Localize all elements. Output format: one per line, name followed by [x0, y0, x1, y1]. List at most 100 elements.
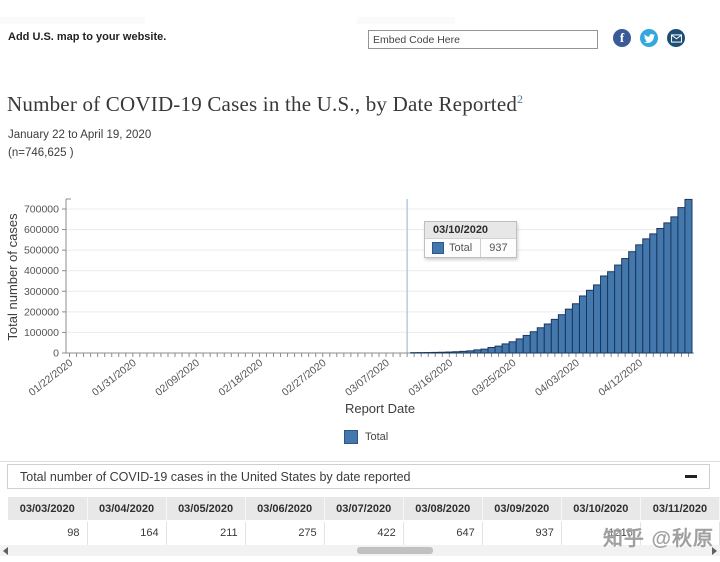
table-value-cell: 422	[324, 521, 404, 545]
bar[interactable]	[459, 350, 468, 354]
bar[interactable]	[628, 251, 637, 354]
table-header-cell: 03/08/2020	[403, 497, 483, 522]
x-tick-label: 03/07/2020	[343, 357, 392, 399]
bar[interactable]	[670, 216, 679, 354]
bar[interactable]	[600, 275, 609, 354]
table-header-cell: 03/09/2020	[482, 497, 562, 522]
table-value-cell: 98	[8, 521, 88, 545]
section-divider	[0, 461, 720, 462]
table-value-cell: 937	[482, 521, 562, 545]
top-edge-remnant	[357, 17, 455, 24]
table-header-cell: 03/03/2020	[8, 497, 88, 522]
bar[interactable]	[536, 327, 545, 354]
email-icon[interactable]	[667, 29, 685, 47]
table-value-cell: 647	[403, 521, 483, 545]
tooltip-series-label: Total	[449, 242, 473, 254]
facebook-icon[interactable]: f	[613, 29, 631, 47]
add-map-text: Add U.S. map to your website.	[8, 31, 167, 43]
tooltip-value: 937	[480, 239, 515, 257]
bar[interactable]	[656, 227, 665, 354]
y-tick-label: 700000	[24, 204, 59, 216]
bar[interactable]	[473, 349, 482, 354]
table-value-cell	[640, 521, 720, 545]
page-title: Number of COVID-19 Cases in the U.S., by…	[7, 92, 523, 117]
bar[interactable]	[564, 308, 573, 354]
data-table: 03/03/2020 03/04/2020 03/05/2020 03/06/2020…	[8, 497, 720, 545]
y-tick-label: 100000	[24, 327, 59, 339]
y-tick-label: 300000	[24, 286, 59, 298]
table-header-cell: 03/11/2020	[640, 497, 720, 522]
table-header-cell: 03/07/2020	[324, 497, 404, 522]
bar[interactable]	[522, 334, 531, 354]
table-header-cell: 03/10/2020	[561, 497, 641, 522]
bar[interactable]	[550, 318, 559, 354]
bar[interactable]	[508, 341, 517, 354]
bar[interactable]	[571, 303, 580, 354]
bar[interactable]	[593, 284, 602, 354]
twitter-icon[interactable]	[640, 29, 658, 47]
bar[interactable]	[557, 314, 566, 354]
legend-label: Total	[365, 431, 389, 443]
table-header-cell: 03/04/2020	[87, 497, 167, 522]
bar[interactable]	[431, 351, 440, 354]
x-tick-label: 03/25/2020	[470, 357, 519, 399]
bar[interactable]	[578, 295, 587, 354]
bar[interactable]	[480, 348, 489, 354]
table-value-cell: 164	[87, 521, 167, 545]
bar[interactable]	[649, 233, 658, 354]
data-table-container: 03/03/2020 03/04/2020 03/05/2020 03/06/2020…	[8, 497, 720, 545]
x-tick-label: 01/31/2020	[90, 357, 139, 399]
y-tick-label: 500000	[24, 245, 59, 257]
bar[interactable]	[663, 222, 672, 354]
y-axis-title: Total number of cases	[5, 213, 20, 341]
x-tick-label: 02/27/2020	[280, 357, 329, 399]
bar[interactable]	[466, 350, 475, 354]
table-value-row: 98 164 211 275 422 647 937 1215	[8, 521, 720, 545]
bar[interactable]	[543, 323, 552, 354]
horizontal-scrollbar[interactable]	[0, 545, 720, 556]
bar[interactable]	[684, 198, 693, 354]
chart-tooltip: 03/10/2020 Total 937	[424, 221, 517, 258]
bar[interactable]	[494, 345, 503, 354]
bar[interactable]	[515, 338, 524, 354]
y-tick-label: 0	[53, 348, 59, 360]
envelope-icon	[670, 33, 682, 43]
table-accordion-header[interactable]: Total number of COVID-19 cases in the Un…	[7, 464, 710, 489]
bar[interactable]	[677, 207, 686, 354]
scroll-right-arrow-icon[interactable]	[712, 547, 717, 555]
footnote-superscript[interactable]: 2	[517, 92, 524, 106]
embed-code-input[interactable]	[368, 30, 598, 49]
bar[interactable]	[635, 244, 644, 354]
bar[interactable]	[501, 343, 510, 354]
scrollbar-thumb[interactable]	[357, 547, 433, 554]
chart-svg: 0 100000 200000 300000 400000 500000 600000 700…	[5, 198, 694, 399]
bar[interactable]	[621, 258, 630, 354]
y-tick-label: 200000	[24, 306, 59, 318]
bar[interactable]	[445, 351, 454, 354]
chart-legend: Total	[344, 430, 388, 444]
bar[interactable]	[607, 271, 616, 354]
tooltip-series-swatch	[432, 242, 444, 254]
bar[interactable]	[642, 238, 651, 354]
table-value-cell: 1215	[561, 521, 641, 545]
scroll-left-arrow-icon[interactable]	[3, 547, 8, 555]
y-tick-label: 600000	[24, 224, 59, 236]
table-value-cell: 275	[245, 521, 325, 545]
bar-chart: 0 100000 200000 300000 400000 500000 600000 700…	[0, 185, 720, 400]
table-value-cell: 211	[166, 521, 246, 545]
bar[interactable]	[438, 351, 447, 354]
x-tick-label: 04/12/2020	[596, 357, 645, 399]
bar[interactable]	[452, 351, 461, 354]
accordion-label: Total number of COVID-19 cases in the Un…	[20, 469, 411, 484]
x-tick-label: 02/09/2020	[153, 357, 202, 399]
bar[interactable]	[487, 346, 496, 354]
x-tick-label: 04/03/2020	[533, 357, 582, 399]
bar[interactable]	[614, 264, 623, 354]
bar[interactable]	[529, 331, 538, 354]
collapse-minus-icon[interactable]	[685, 475, 697, 478]
x-axis-title: Report Date	[344, 401, 416, 416]
x-tick-label: 01/22/2020	[27, 357, 76, 399]
sample-size-subtitle: (n=746,625 )	[8, 147, 74, 159]
bar[interactable]	[585, 289, 595, 354]
tooltip-date: 03/10/2020	[425, 222, 516, 239]
